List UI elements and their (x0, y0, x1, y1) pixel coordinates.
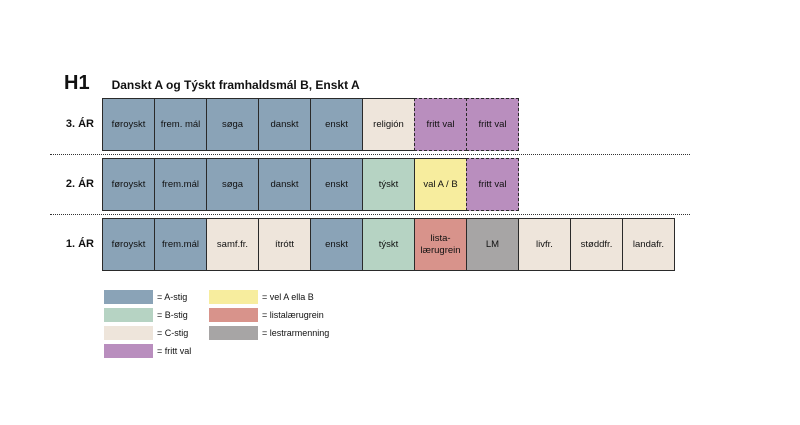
legend-item: = A-stig (104, 289, 187, 305)
subject-cell: religión (362, 98, 415, 151)
subject-cell: danskt (258, 158, 311, 211)
legend-label: = fritt val (157, 346, 192, 356)
year-label: 2. ÁR (65, 178, 94, 190)
subject-cell: frem.mál (154, 218, 207, 271)
legend-item: = lestrarmenning (209, 325, 329, 341)
row-separator (50, 154, 690, 155)
subject-cell: enskt (310, 158, 363, 211)
legend-swatch (209, 308, 258, 322)
subject-cell: landafr. (622, 218, 675, 271)
subject-cell: frem.mál (154, 158, 207, 211)
subject-cell: fritt val (466, 158, 519, 211)
legend-swatch (209, 290, 258, 304)
subject-cell: fritt val (414, 98, 467, 151)
legend-swatch (104, 326, 153, 340)
subject-cell: týskt (362, 218, 415, 271)
subject-cell: søga (206, 158, 259, 211)
subject-cell: týskt (362, 158, 415, 211)
legend-item: = fritt val (104, 343, 191, 359)
subject-cell: føroyskt (102, 218, 155, 271)
subject-cell: søga (206, 98, 259, 151)
legend-swatch (104, 344, 153, 358)
legend-item: = B-stig (104, 307, 188, 323)
legend-item: = C-stig (104, 325, 188, 341)
subject-cells: føroyskt frem.mál samf.fr. ítrótt enskt týskt… (102, 218, 675, 271)
legend-item: = vel A ella B (209, 289, 314, 305)
diagram-heading: H1 Danskt A og Týskt framhaldsmál B, Ens… (64, 72, 360, 96)
subject-cell: lista- lærugrein (414, 218, 467, 271)
year-label: 1. ÁR (65, 238, 94, 250)
subject-cell: val A / B (414, 158, 467, 211)
legend-swatch (104, 290, 153, 304)
subject-cell: danskt (258, 98, 311, 151)
subject-cells: føroyskt frem.mál søga danskt enskt týskt val … (102, 158, 519, 211)
legend-item: = listalærugrein (209, 307, 324, 323)
subject-cell: frem. mál (154, 98, 207, 151)
legend-label: = vel A ella B (262, 292, 314, 302)
subject-cell: ítrótt (258, 218, 311, 271)
subject-cell: LM (466, 218, 519, 271)
subject-cells: føroyskt frem. mál søga danskt enskt religión… (102, 98, 519, 151)
legend-label: = A-stig (157, 292, 188, 302)
programme-code: H1 (64, 72, 90, 94)
subject-cell: enskt (310, 98, 363, 151)
legend-label: = C-stig (157, 328, 189, 338)
programme-title: Danskt A og Týskt framhaldsmál B, Enskt … (111, 78, 360, 92)
subject-cell: fritt val (466, 98, 519, 151)
subject-cell: støddfr. (570, 218, 623, 271)
subject-cell: livfr. (518, 218, 571, 271)
legend-label: = B-stig (157, 310, 188, 320)
legend-label: = listalærugrein (262, 310, 324, 320)
year-label: 3. ÁR (65, 118, 94, 130)
legend-label: = lestrarmenning (262, 328, 330, 338)
subject-cell: enskt (310, 218, 363, 271)
row-separator (50, 214, 690, 215)
subject-cell: føroyskt (102, 98, 155, 151)
subject-cell: føroyskt (102, 158, 155, 211)
legend-swatch (209, 326, 258, 340)
subject-cell: samf.fr. (206, 218, 259, 271)
legend-swatch (104, 308, 153, 322)
